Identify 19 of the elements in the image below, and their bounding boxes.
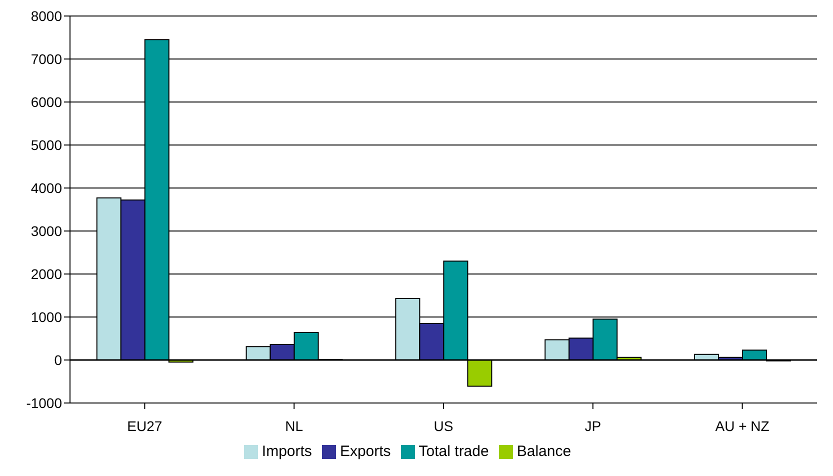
legend-label: Imports <box>262 443 312 460</box>
y-tick-label: 2000 <box>30 266 62 282</box>
x-tick-label: NL <box>285 418 304 434</box>
x-tick-label: AU + NZ <box>715 418 770 434</box>
y-tick-label: 0 <box>54 352 62 368</box>
legend-label: Exports <box>340 443 391 460</box>
y-tick-label: 3000 <box>30 222 62 239</box>
y-tick-label: 8000 <box>30 8 62 24</box>
y-tick-label: 5000 <box>30 136 62 153</box>
x-tick-label: EU27 <box>127 418 162 434</box>
y-tick-label: -1000 <box>26 394 62 411</box>
y-tick-label: 4000 <box>30 180 62 196</box>
y-tick-label: 1000 <box>30 308 62 325</box>
y-tick-label: 6000 <box>30 94 62 110</box>
legend-label: Balance <box>516 443 572 460</box>
y-tick-label: 7000 <box>30 50 62 67</box>
x-tick-label: US <box>434 418 454 434</box>
legend-label: Total trade <box>418 443 489 460</box>
x-tick-label: JP <box>584 418 602 434</box>
